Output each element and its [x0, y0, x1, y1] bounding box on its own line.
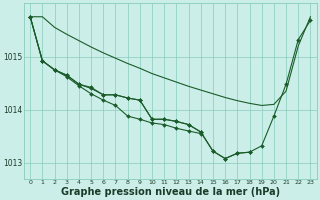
- X-axis label: Graphe pression niveau de la mer (hPa): Graphe pression niveau de la mer (hPa): [61, 187, 280, 197]
